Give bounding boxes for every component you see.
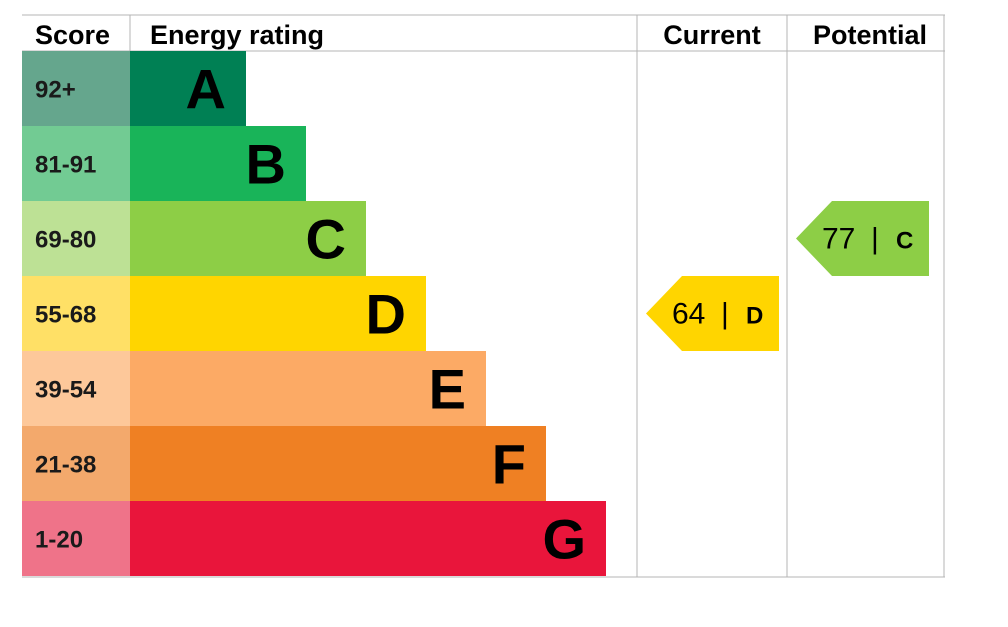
potential-rating-band: C — [896, 228, 913, 255]
header-energy-rating: Energy rating — [150, 20, 324, 50]
score-cell-g — [22, 501, 130, 576]
header-current: Current — [663, 20, 761, 50]
band-bar-b — [130, 126, 306, 201]
band-letter-c: C — [306, 208, 346, 271]
band-bar-a — [130, 51, 246, 126]
score-cell-b — [22, 126, 130, 201]
current-rating-band: D — [746, 303, 763, 330]
band-bar-e — [130, 351, 486, 426]
potential-rating-separator: | — [871, 223, 879, 256]
header-score: Score — [35, 20, 110, 50]
band-letter-e: E — [429, 358, 466, 421]
score-range-f: 21-38 — [35, 452, 96, 479]
band-letter-a: A — [186, 58, 226, 121]
potential-rating-arrow — [796, 201, 929, 276]
score-range-g: 1-20 — [35, 527, 83, 554]
score-cell-d — [22, 276, 130, 351]
score-cell-a — [22, 51, 130, 126]
band-letter-b: B — [246, 133, 286, 196]
band-letter-g: G — [542, 508, 586, 571]
band-letter-d: D — [366, 283, 406, 346]
current-rating-arrow — [646, 276, 779, 351]
score-range-c: 69-80 — [35, 227, 96, 254]
band-bar-c — [130, 201, 366, 276]
score-cell-f — [22, 426, 130, 501]
current-rating-separator: | — [721, 298, 729, 331]
score-range-e: 39-54 — [35, 377, 97, 404]
score-cell-c — [22, 201, 130, 276]
band-bar-g — [130, 501, 606, 576]
score-range-d: 55-68 — [35, 302, 96, 329]
band-bar-f — [130, 426, 546, 501]
header-potential: Potential — [813, 20, 927, 50]
potential-rating-score: 77 — [822, 223, 855, 256]
score-cell-e — [22, 351, 130, 426]
score-range-b: 81-91 — [35, 152, 96, 179]
rating-arrows: 64 | D 77 | C — [646, 201, 929, 351]
band-letter-f: F — [492, 433, 526, 496]
score-range-a: 92+ — [35, 77, 76, 104]
current-rating-score: 64 — [672, 298, 705, 331]
rating-bands: 92+ A 81-91 B 69-80 C 55-68 D 39-54 E 21-38 F 1-20 G — [22, 51, 606, 576]
band-bar-d — [130, 276, 426, 351]
